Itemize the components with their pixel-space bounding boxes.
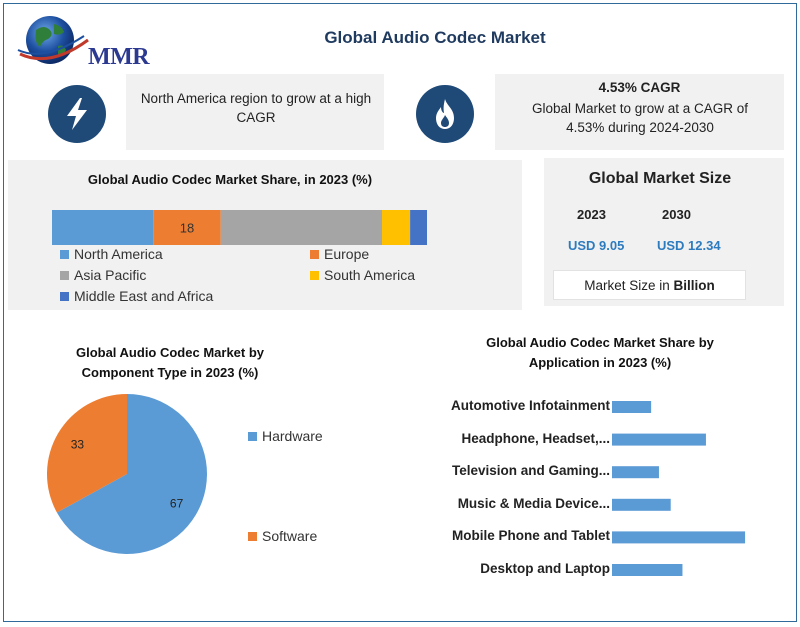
flame-icon-circle: [416, 85, 474, 143]
flame-icon: [436, 99, 454, 129]
value-2023: USD 9.05: [568, 238, 625, 253]
region-growth-text: North America region to grow at a high C…: [140, 91, 372, 125]
info-card-region: [126, 74, 384, 150]
mmr-logo: MMR: [14, 10, 164, 74]
legend-label: South America: [324, 267, 416, 283]
stack-segment: [382, 210, 411, 245]
application-category-label: Television and Gaming...: [451, 463, 610, 479]
application-bar: [612, 531, 746, 544]
market-size-note: Market Size in Billion: [553, 270, 746, 300]
stack-segment: [220, 210, 382, 245]
component-pie-chart: 67 33: [47, 394, 208, 554]
application-bar-chart: [612, 401, 746, 576]
legend-label: Asia Pacific: [74, 267, 147, 283]
globe-icon: [17, 16, 89, 64]
application-title-line: Application in 2023 (%): [528, 355, 672, 371]
legend-europe: Europe: [310, 246, 369, 262]
legend-software: Software: [248, 528, 317, 544]
legend-label: Europe: [324, 246, 370, 262]
stack-segment: [52, 210, 154, 245]
year-2030: 2030: [662, 207, 691, 222]
legend-asia-pacific: Asia Pacific: [60, 267, 146, 283]
cagr-value: 4.53% CAGR: [598, 80, 681, 95]
legend-label: Software: [262, 528, 318, 544]
legend-north-america: North America: [60, 246, 163, 262]
application-category-label: Desktop and Laptop: [480, 561, 610, 576]
legend-swatch: [60, 249, 69, 259]
application-bar: [612, 433, 706, 446]
legend-south-america: South America: [310, 267, 415, 283]
legend-label: North America: [74, 246, 163, 262]
pie-slice-label: 67: [170, 496, 184, 510]
regional-share-title: Global Audio Codec Market Share, in 2023…: [87, 172, 373, 187]
legend-swatch: [248, 431, 257, 441]
legend-swatch: [310, 270, 319, 280]
cagr-text: Global Market to grow at a CAGR of 4.53%…: [531, 101, 749, 135]
regional-stacked-bar: 18: [52, 210, 427, 245]
application-bar: [612, 466, 659, 479]
component-chart-title: Global Audio Codec Market by Component T…: [40, 343, 300, 383]
value-2030: USD 12.34: [657, 238, 721, 253]
application-category-label: Mobile Phone and Tablet: [451, 528, 610, 544]
info-card-cagr: [495, 74, 784, 150]
application-category-label: Automotive Infotainment: [451, 398, 610, 413]
legend-swatch: [60, 291, 69, 301]
application-bar: [612, 564, 683, 576]
legend-label: Middle East and Africa: [74, 288, 214, 304]
logo-text: MMR: [88, 44, 150, 70]
component-title-line: Global Audio Codec Market by: [75, 345, 265, 360]
stack-segment-label: 18: [180, 221, 194, 236]
market-size-note-prefix: Market Size in: [584, 277, 674, 293]
legend-hardware: Hardware: [248, 428, 323, 444]
legend-swatch: [248, 531, 257, 541]
legend-swatch: [60, 270, 69, 280]
market-size-title: Global Market Size: [588, 170, 732, 187]
stack-segment: [410, 210, 427, 245]
component-title-line: Component Type in 2023 (%): [81, 365, 259, 381]
application-title-line: Global Audio Codec Market Share by: [486, 335, 714, 350]
pie-slice-label: 33: [71, 438, 85, 452]
application-bar: [612, 498, 671, 511]
lightning-icon-circle: [48, 85, 106, 143]
application-bar: [612, 401, 652, 413]
legend-middle-east-africa: Middle East and Africa: [60, 288, 213, 304]
pie-slice: [56, 394, 208, 554]
pie-slice: [47, 394, 128, 513]
application-category-label: Music & Media Device...: [457, 495, 610, 511]
stack-segment: [153, 210, 221, 245]
legend-label: Hardware: [262, 428, 323, 444]
lightning-icon: [67, 98, 87, 130]
page-title: Global Audio Codec Market: [324, 28, 546, 47]
legend-swatch: [310, 249, 319, 259]
year-2023: 2023: [577, 207, 606, 222]
application-category-label: Headphone, Headset,...: [461, 430, 610, 446]
application-chart-title: Global Audio Codec Market Share by Appli…: [440, 333, 760, 373]
market-size-note-unit: Billion: [673, 277, 715, 293]
